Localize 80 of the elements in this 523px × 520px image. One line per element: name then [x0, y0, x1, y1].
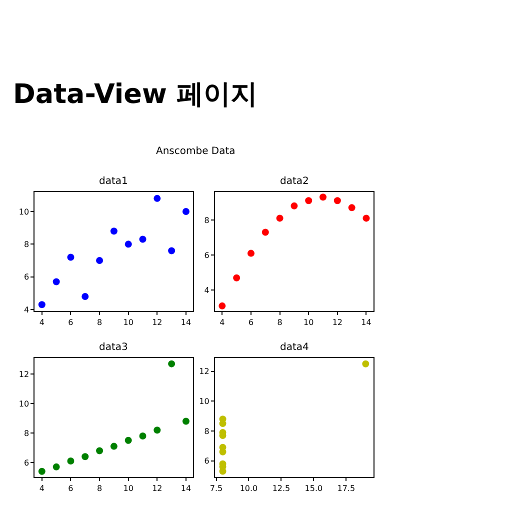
point	[154, 426, 161, 434]
y-tick-label: 10	[18, 399, 30, 408]
point	[110, 228, 118, 235]
text: Data-View 페이지	[13, 79, 258, 110]
point	[290, 202, 298, 210]
y-tick-label: 8	[204, 426, 210, 436]
x-tick-label: 10.0	[240, 484, 258, 493]
x-tick-label: 14	[180, 318, 192, 327]
point	[110, 442, 118, 450]
point	[182, 208, 190, 215]
x-tick-label: 8	[96, 318, 102, 327]
x-tick-label: 6	[68, 484, 74, 493]
y-tick-label: 6	[24, 272, 30, 282]
point	[305, 197, 312, 204]
chart-title: data2	[280, 176, 309, 187]
point	[182, 418, 190, 425]
x-tick-label: 8	[277, 318, 282, 327]
x-tick-label: 4	[220, 318, 225, 327]
point	[52, 463, 60, 470]
point	[276, 214, 284, 222]
point	[82, 453, 89, 460]
x-tick-label: 10	[123, 318, 134, 327]
x-tick-label: 10	[123, 484, 134, 493]
x-tick-label: 6	[248, 318, 254, 327]
x-tick-label: 12.5	[272, 484, 290, 493]
y-tick-label: 8	[204, 216, 210, 225]
y-tick-label: 4	[204, 286, 210, 295]
y-tick-label: 12	[199, 367, 210, 376]
point	[139, 236, 146, 243]
point	[67, 458, 74, 465]
x-tick-label: 12	[152, 484, 162, 493]
point	[154, 194, 161, 202]
y-tick-label: 8	[24, 428, 30, 438]
y-tick-label: 12	[18, 370, 30, 379]
x-tick-label: 7.5	[210, 484, 223, 493]
x-tick-label: 6	[68, 318, 74, 327]
x-tick-label: 14	[361, 318, 372, 327]
x-tick-label: 17.5	[337, 484, 356, 493]
point	[334, 197, 341, 204]
y-tick-label: 10	[199, 396, 210, 406]
chart-title: data1	[99, 176, 128, 187]
point	[139, 432, 146, 440]
point	[96, 257, 104, 264]
point	[362, 214, 370, 222]
point	[262, 228, 269, 236]
point	[96, 447, 104, 454]
x-tick-label: 12	[332, 318, 343, 327]
x-tick-label: 4	[39, 318, 44, 327]
point	[320, 194, 327, 201]
x-tick-label: 8	[96, 484, 102, 493]
point	[124, 240, 132, 248]
x-tick-label: 14	[180, 484, 192, 493]
point	[38, 468, 46, 475]
point	[219, 420, 226, 428]
point	[82, 292, 89, 300]
y-tick-label: 6	[204, 250, 210, 260]
point	[348, 204, 356, 212]
y-tick-label: 8	[24, 240, 30, 249]
x-tick-label: 12	[152, 318, 162, 327]
y-tick-label: 4	[24, 305, 30, 314]
x-tick-label: 10	[304, 318, 314, 327]
point	[247, 250, 254, 257]
point	[168, 247, 176, 254]
y-tick-label: 10	[18, 207, 30, 216]
point	[362, 360, 370, 368]
point	[218, 302, 226, 310]
point	[233, 274, 240, 282]
point	[124, 436, 132, 444]
text: Anscombe Data	[156, 146, 236, 157]
x-tick-label: 15.0	[304, 484, 323, 493]
chart-title: data3	[99, 342, 128, 353]
chart-title: data4	[280, 342, 309, 353]
y-tick-label: 6	[24, 458, 30, 468]
y-tick-label: 6	[204, 456, 210, 466]
point	[67, 254, 74, 261]
point	[219, 444, 226, 451]
point	[168, 360, 176, 368]
point	[52, 278, 60, 286]
x-tick-label: 4	[39, 484, 44, 493]
point	[38, 301, 46, 308]
